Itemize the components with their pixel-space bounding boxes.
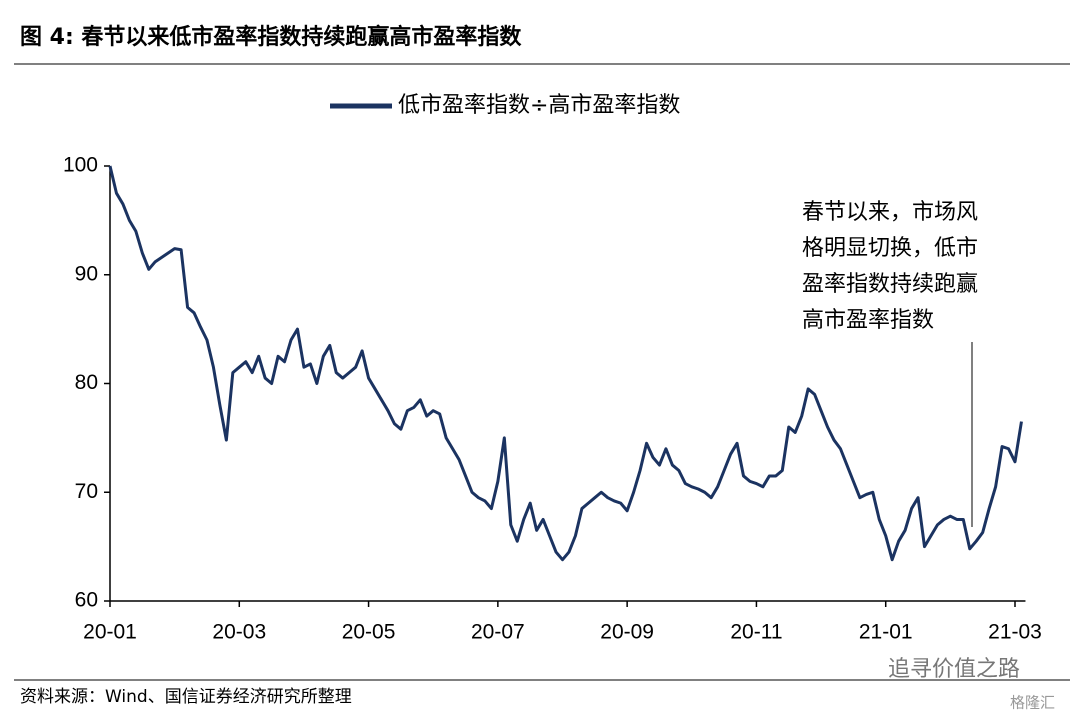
watermark: 追寻价值之路 <box>888 657 1020 682</box>
y-tick-label: 80 <box>75 371 98 394</box>
annotation: 格明显切换，低市 <box>802 236 978 261</box>
annotation: 高市盈率指数 <box>802 308 934 333</box>
x-tick-label: 20-01 <box>83 621 137 644</box>
annotation: 春节以来，市场风 <box>802 200 978 225</box>
chart-title: 图 4: 春节以来低市盈率指数持续跑赢高市盈率指数 <box>20 24 522 50</box>
y-tick-label: 100 <box>63 154 98 177</box>
x-tick-label: 21-01 <box>859 621 913 644</box>
x-tick-label: 20-11 <box>730 621 782 644</box>
x-tick-label: 20-05 <box>342 621 396 644</box>
y-tick-label: 70 <box>75 480 98 503</box>
y-tick-label: 90 <box>75 262 98 285</box>
watermark: 格隆汇 <box>1010 694 1055 712</box>
x-tick-label: 21-03 <box>988 621 1042 644</box>
x-tick-label: 20-03 <box>212 621 266 644</box>
annotation: 盈率指数持续跑赢 <box>802 272 978 297</box>
x-tick-label: 20-07 <box>471 621 525 644</box>
y-tick-label: 60 <box>75 589 98 612</box>
source-note: 资料来源：Wind、国信证券经济研究所整理 <box>20 687 352 707</box>
legend-label: 低市盈率指数÷高市盈率指数 <box>398 93 680 118</box>
x-tick-label: 20-09 <box>600 621 654 644</box>
data-line <box>108 165 1023 562</box>
